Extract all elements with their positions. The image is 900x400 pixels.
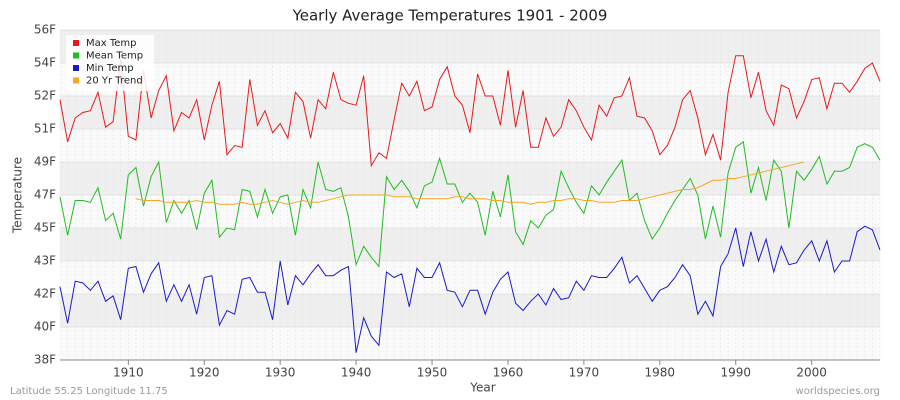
chart-title: Yearly Average Temperatures 1901 - 2009: [292, 7, 608, 25]
legend-box: [66, 35, 154, 91]
x-tick-label: 1940: [341, 366, 372, 380]
y-tick-label: 45F: [34, 221, 56, 235]
x-tick-label: 2000: [796, 366, 827, 380]
legend-label: Max Temp: [86, 38, 137, 49]
y-tick-label: 49F: [34, 155, 56, 169]
x-tick-label: 1910: [113, 366, 144, 380]
series-line: [135, 161, 805, 205]
grid-band: [60, 96, 880, 129]
legend-label: Mean Temp: [86, 51, 143, 62]
series-line: [59, 225, 881, 353]
y-tick-label: 47F: [34, 188, 56, 202]
y-tick-label: 54F: [34, 56, 56, 70]
y-tick-label: 52F: [34, 89, 56, 103]
y-tick-label: 40F: [34, 320, 56, 334]
footer-left: Latitude 55.25 Longitude 11.75: [10, 386, 168, 397]
x-axis-label: Year: [469, 381, 495, 395]
x-tick-label: 1920: [189, 366, 220, 380]
x-tick-label: 1990: [720, 366, 751, 380]
y-tick-label: 43F: [34, 254, 56, 268]
x-tick-label: 1980: [645, 366, 676, 380]
x-tick-label: 1960: [493, 366, 524, 380]
series-line: [59, 55, 881, 168]
legend-swatch: [73, 65, 79, 71]
series-line: [59, 140, 881, 268]
y-tick-label: 51F: [34, 122, 56, 136]
y-axis-label: Temperature: [11, 157, 25, 234]
legend-swatch: [73, 77, 79, 84]
legend-label: 20 Yr Trend: [86, 76, 143, 87]
y-tick-label: 42F: [34, 287, 56, 301]
footer-right: worldspecies.org: [796, 386, 880, 397]
legend-swatch: [73, 52, 79, 59]
legend-label: Min Temp: [86, 63, 134, 74]
x-tick-label: 1970: [569, 366, 600, 380]
x-tick-label: 1930: [265, 366, 296, 380]
y-tick-label: 38F: [34, 353, 56, 367]
plot-area: [59, 29, 881, 361]
legend-swatch: [73, 40, 79, 46]
x-tick-label: 1950: [417, 366, 448, 380]
y-tick-label: 56F: [34, 23, 56, 37]
